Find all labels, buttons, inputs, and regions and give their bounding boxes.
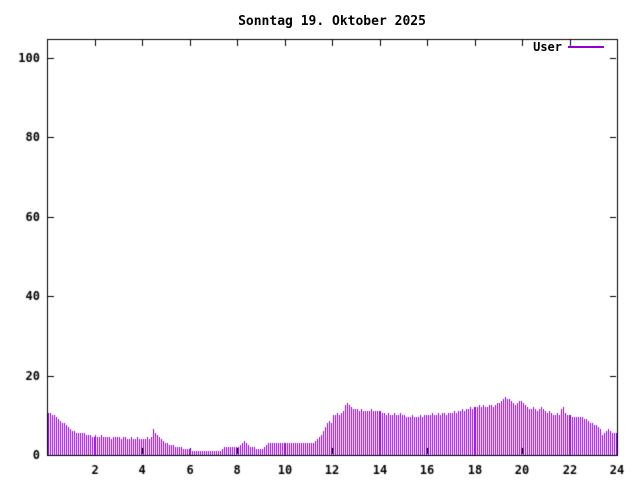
legend-label: User [533,40,562,54]
legend-line-sample [568,46,604,48]
page-title: Sonntag 19. Oktober 2025 [238,14,426,29]
legend: User [533,40,604,54]
